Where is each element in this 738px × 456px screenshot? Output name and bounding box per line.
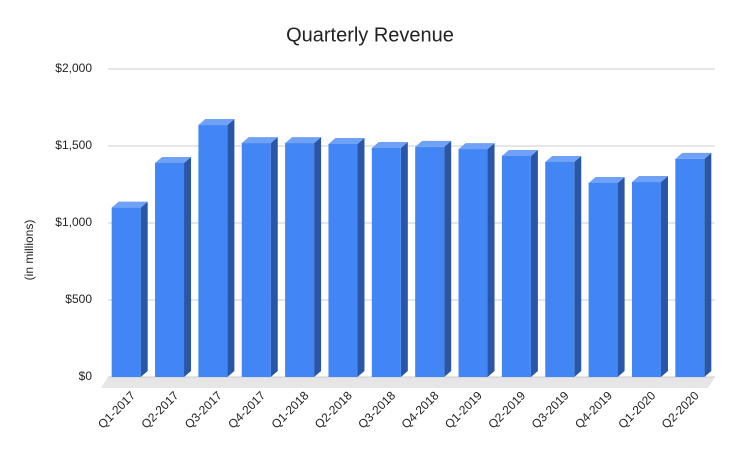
- bar-top: [501, 150, 538, 157]
- y-tick-label: $500: [65, 292, 92, 306]
- chart-title: Quarterly Revenue: [286, 24, 454, 46]
- bar-side: [140, 201, 148, 377]
- bar-top: [458, 143, 495, 150]
- bar-side: [660, 176, 668, 377]
- bar-side: [704, 152, 712, 377]
- bar-side: [227, 119, 235, 377]
- bar: [545, 162, 575, 377]
- bar-top: [198, 119, 235, 126]
- bar-top: [241, 137, 278, 144]
- bar-top: [111, 201, 148, 208]
- bar-side: [530, 150, 538, 377]
- y-tick-label: $1,500: [55, 138, 92, 152]
- floor: [101, 377, 715, 388]
- bar-top: [631, 176, 668, 183]
- bar: [198, 125, 228, 377]
- y-axis-label: (in millions): [22, 220, 36, 281]
- bar: [371, 148, 401, 377]
- bar-top: [588, 176, 625, 183]
- bar: [415, 146, 445, 377]
- bar-top: [328, 137, 365, 144]
- bar: [241, 143, 271, 377]
- bar: [675, 158, 705, 377]
- bar-top: [545, 156, 582, 163]
- bar-top: [371, 142, 408, 149]
- y-tick-label: $0: [79, 369, 93, 383]
- bar: [111, 207, 141, 377]
- bar-side: [270, 137, 278, 377]
- bar-side: [617, 176, 625, 377]
- bar-side: [444, 140, 452, 377]
- bar-top: [415, 140, 452, 147]
- bar: [458, 149, 488, 377]
- y-tick-label: $2,000: [55, 61, 92, 75]
- bar-top: [285, 137, 322, 144]
- bar: [328, 143, 358, 377]
- bar: [501, 156, 531, 377]
- bar: [631, 182, 661, 377]
- bar-top: [155, 156, 192, 163]
- y-tick-label: $1,000: [55, 215, 92, 229]
- bar-side: [184, 156, 192, 377]
- bar: [588, 182, 618, 377]
- bar-side: [314, 137, 322, 377]
- bar-side: [574, 156, 582, 377]
- bar: [285, 143, 315, 377]
- bar-side: [487, 143, 495, 377]
- bar-side: [357, 137, 365, 377]
- bar: [155, 162, 185, 377]
- bar-top: [675, 152, 712, 159]
- bar-side: [400, 142, 408, 377]
